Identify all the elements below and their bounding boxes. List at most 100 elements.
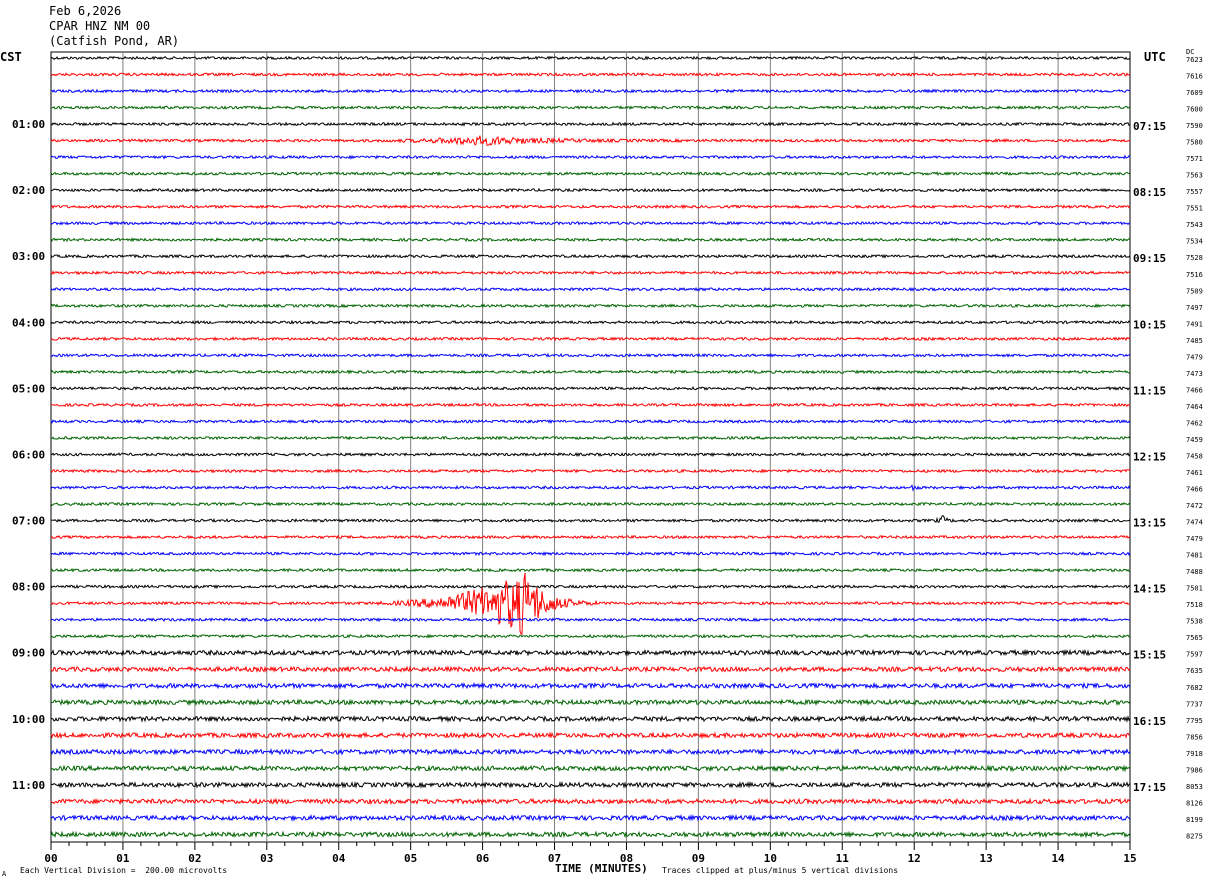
right-hour-label: 10:15 [1133,318,1166,331]
x-axis-title: TIME (MINUTES) [555,862,648,875]
left-hour-label: 10:00 [12,713,45,726]
left-hour-label: 04:00 [12,316,45,329]
trace-4 [50,121,1131,127]
dc-offset-label: 7466 [1186,486,1203,494]
trace-47 [50,830,1131,839]
trace-30 [50,551,1131,557]
trace-32 [50,584,1131,590]
dc-offset-label: 7485 [1186,337,1203,345]
right-hour-label: 16:15 [1133,715,1166,728]
trace-42 [50,747,1131,756]
left-hour-label: 08:00 [12,581,45,594]
x-tick-label: 14 [1051,852,1065,865]
dc-offset-label: 7543 [1186,221,1203,229]
dc-offset-label: 7488 [1186,568,1203,576]
right-hour-label: 15:15 [1133,649,1166,662]
dc-offset-label: 7563 [1186,172,1203,180]
right-hour-label: 07:15 [1133,120,1166,133]
x-tick-label: 09 [692,852,705,865]
dc-offset-label: 8275 [1186,832,1203,840]
header-location: (Catfish Pond, AR) [49,34,180,48]
trace-19 [50,369,1131,375]
dc-offset-label: 7856 [1186,733,1203,741]
left-hour-label: 02:00 [12,184,45,197]
trace-35 [50,633,1131,639]
dc-column-label: DC [1186,48,1195,56]
right-hour-label: 09:15 [1133,252,1166,265]
trace-12 [50,253,1131,259]
dc-offset-label: 7918 [1186,750,1203,758]
dc-offset-label: 7534 [1186,238,1203,246]
x-tick-label: 08 [620,852,633,865]
dc-offset-label: 7491 [1186,320,1203,328]
trace-33 [50,572,1131,635]
x-tick-label: 06 [476,852,490,865]
dc-offset-label: 7737 [1186,700,1203,708]
trace-18 [50,352,1131,358]
dc-offset-label: 7509 [1186,287,1203,295]
dc-offset-label: 7462 [1186,419,1203,427]
trace-7 [50,171,1131,177]
trace-40 [50,714,1131,723]
right-hour-label: 14:15 [1133,583,1166,596]
corner-mark: A [2,870,7,878]
dc-offset-label: 7635 [1186,667,1203,675]
trace-23 [51,435,1131,441]
x-tick-label: 05 [404,852,417,865]
x-tick-label: 07 [548,852,561,865]
left-hour-label: 07:00 [12,515,45,528]
left-hour-label: 09:00 [12,647,45,660]
trace-34 [50,617,1131,623]
dc-offset-label: 7795 [1186,717,1203,725]
trace-25 [50,468,1131,474]
dc-offset-label: 7479 [1186,535,1203,543]
dc-offset-label: 7464 [1186,403,1203,411]
right-hour-label: 08:15 [1133,186,1166,199]
right-hour-label: 13:15 [1133,517,1166,530]
trace-17 [50,336,1131,342]
trace-27 [50,501,1131,507]
dc-offset-label: 7986 [1186,766,1203,774]
trace-16 [50,319,1131,325]
dc-offset-label: 7623 [1186,56,1203,64]
dc-offset-label: 8199 [1186,816,1203,824]
dc-offset-label: 7472 [1186,502,1203,510]
dc-offset-label: 7473 [1186,370,1203,378]
dc-offset-label: 7497 [1186,304,1203,312]
dc-offset-label: 7557 [1186,188,1203,196]
x-tick-label: 00 [44,852,57,865]
x-tick-label: 12 [908,852,921,865]
trace-26 [50,484,1131,492]
trace-0 [50,55,1131,61]
x-tick-label: 01 [116,852,130,865]
scale-note: Each Vertical Division = 200.00 microvol… [20,866,228,875]
right-hour-label: 12:15 [1133,450,1166,463]
right-timezone-label: UTC [1144,50,1166,64]
left-hour-label: 11:00 [12,779,45,792]
x-tick-label: 04 [332,852,346,865]
x-tick-label: 10 [764,852,777,865]
dc-offset-label: 7609 [1186,89,1203,97]
dc-offset-label: 8053 [1186,783,1203,791]
trace-36 [50,648,1131,657]
right-hour-label: 17:15 [1133,781,1166,794]
dc-offset-label: 7597 [1186,651,1203,659]
dc-offset-label: 7571 [1186,155,1203,163]
dc-offset-label: 7616 [1186,73,1203,81]
trace-38 [50,681,1131,690]
header-date: Feb 6,2026 [49,4,122,18]
dc-offset-label: 7565 [1186,634,1203,642]
trace-37 [50,665,1131,674]
dc-offset-label: 7466 [1186,386,1203,394]
trace-21 [50,402,1131,408]
dc-offset-label: 7528 [1186,254,1203,262]
trace-44 [50,780,1131,789]
dc-offset-label: 7538 [1186,618,1203,626]
dc-offset-label: 7551 [1186,205,1203,213]
dc-offset-label: 7682 [1186,684,1203,692]
dc-offset-label: 7481 [1186,552,1203,560]
trace-5 [50,135,1131,146]
dc-offset-label: 7461 [1186,469,1203,477]
trace-8 [50,187,1131,193]
